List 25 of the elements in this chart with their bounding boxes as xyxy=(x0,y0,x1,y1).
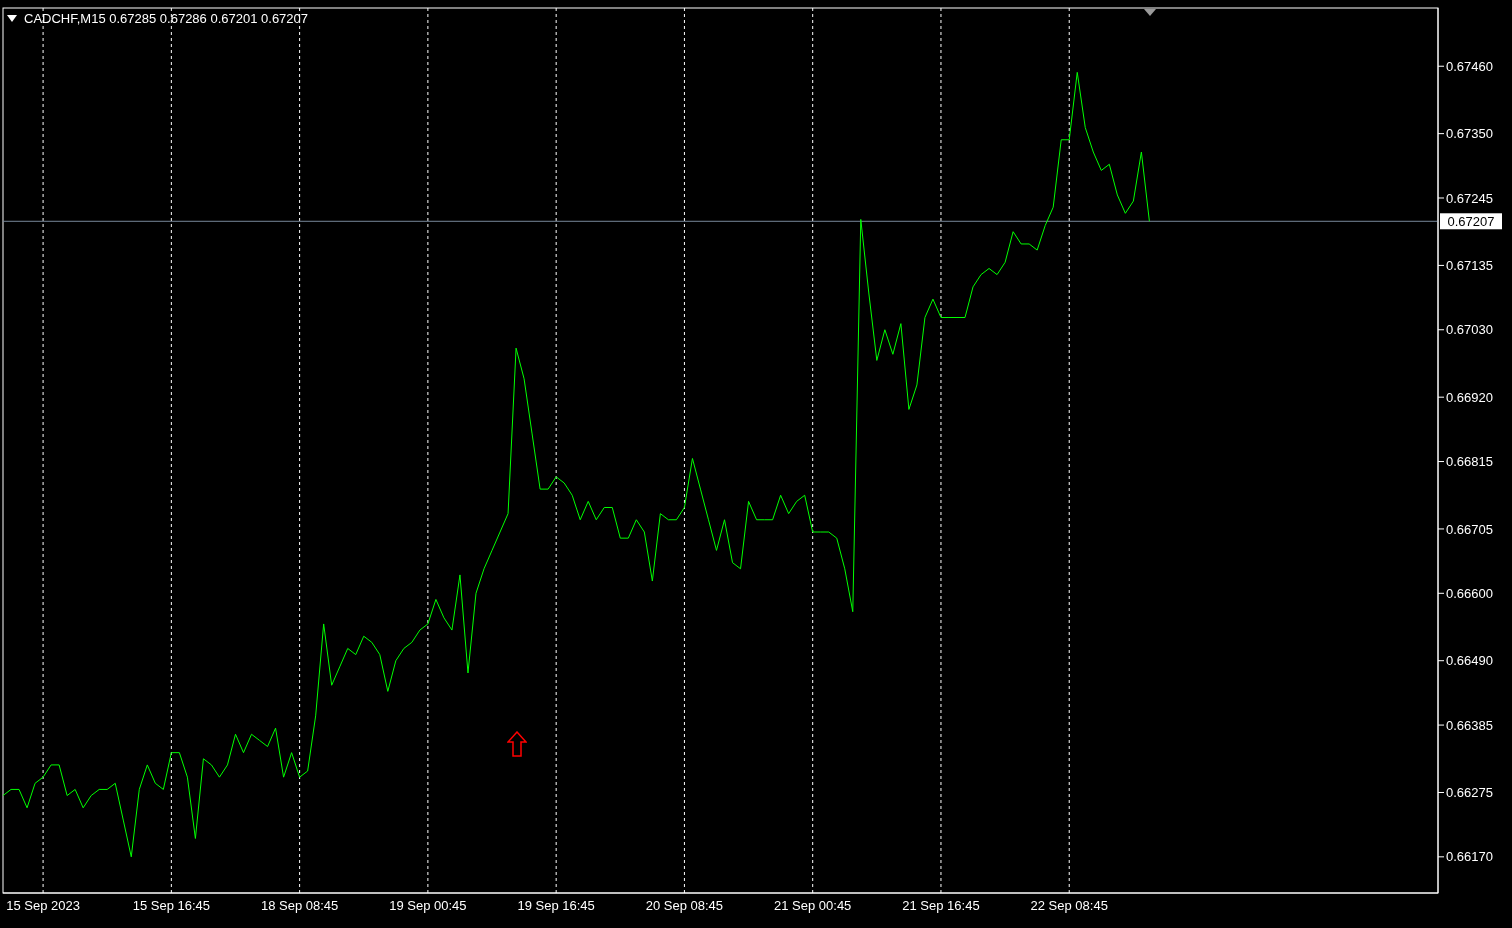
y-tick-label: 0.66920 xyxy=(1446,389,1493,405)
y-tick-label: 0.66600 xyxy=(1446,585,1493,601)
y-tick-label: 0.66275 xyxy=(1446,785,1493,801)
x-tick-label: 19 Sep 16:45 xyxy=(517,898,595,914)
x-tick-label: 21 Sep 00:45 xyxy=(774,898,852,914)
x-tick-label: 19 Sep 00:45 xyxy=(389,898,467,914)
y-tick-label: 0.66170 xyxy=(1446,849,1493,865)
line-series xyxy=(3,71,1150,858)
y-tick-label: 0.67460 xyxy=(1446,58,1493,74)
y-tick-label: 0.67350 xyxy=(1446,126,1493,142)
y-tick-label: 0.66385 xyxy=(1446,717,1493,733)
x-tick-label: 22 Sep 08:45 xyxy=(1030,898,1108,914)
x-tick-label: 21 Sep 16:45 xyxy=(902,898,980,914)
y-tick-label: 0.66490 xyxy=(1446,653,1493,669)
chart-title: CADCHF,M15 0.67285 0.67286 0.67201 0.67207 xyxy=(24,11,309,26)
x-tick-label: 15 Sep 16:45 xyxy=(132,898,211,914)
y-tick-label: 0.67245 xyxy=(1446,190,1493,206)
y-tick-label: 0.67030 xyxy=(1446,322,1493,338)
y-tick-label: 0.67135 xyxy=(1446,258,1493,274)
x-tick-label: 18 Sep 08:45 xyxy=(260,898,339,914)
x-tick-label: 15 Sep 2023 xyxy=(6,898,80,914)
ref-line-label: 0.67207 xyxy=(1447,214,1495,230)
y-tick-label: 0.66815 xyxy=(1446,454,1493,470)
x-tick-label: 20 Sep 08:45 xyxy=(645,898,724,914)
y-tick-label: 0.66705 xyxy=(1446,521,1493,537)
